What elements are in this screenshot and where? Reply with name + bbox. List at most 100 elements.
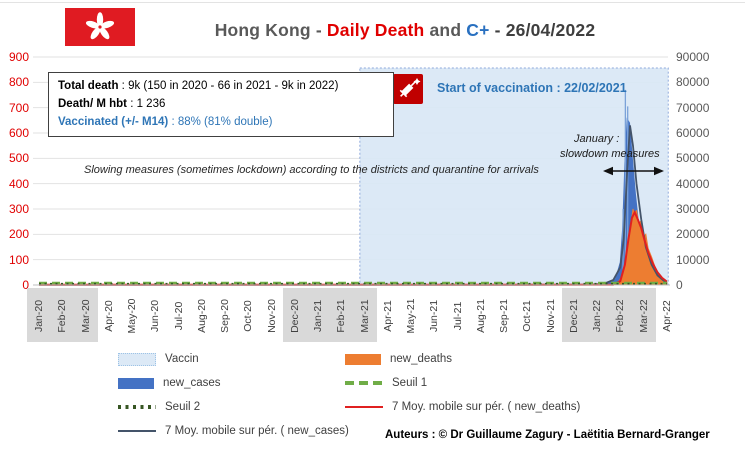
- x-tick-Jul-20: Jul-20: [172, 301, 185, 331]
- x-tick-Aug-21: Aug-21: [474, 299, 487, 333]
- right-tick-40000: 40000: [676, 176, 710, 191]
- slowdown-arrow-icon: [603, 166, 664, 176]
- right-tick-20000: 20000: [676, 227, 710, 242]
- left-tick-200: 200: [8, 227, 29, 242]
- left-tick-800: 800: [8, 75, 29, 90]
- authors-credit: Auteurs : © Dr Guillaume Zagury - Laëtit…: [385, 429, 710, 441]
- legend-item-new-cases: new_cases: [118, 375, 221, 391]
- total-death-label: Total death: [58, 80, 119, 92]
- title-prefix: Hong Kong -: [214, 20, 327, 40]
- january-note-line2: slowdown measures: [560, 148, 660, 160]
- x-tick-Sep-21: Sep-21: [498, 299, 510, 333]
- x-tick-Nov-21: Nov-21: [544, 299, 557, 333]
- death-per-m-label: Death/ M hbt: [58, 97, 127, 110]
- left-tick-700: 700: [8, 100, 29, 115]
- right-tick-90000: 90000: [676, 50, 710, 64]
- summary-info-box: Total death : 9k (150 in 2020 - 66 in 20…: [48, 72, 394, 138]
- legend-item-seuil2: Seuil 2: [118, 399, 200, 415]
- legend-label: new_cases: [163, 377, 221, 389]
- x-tick-Jan-21: Jan-21: [312, 299, 324, 333]
- new-cases-swatch-icon: [118, 377, 154, 389]
- death-per-m-line: Death/ M hbt : 1 236: [58, 96, 384, 114]
- x-tick-Apr-20: Apr-20: [102, 300, 115, 332]
- vaccinated-line: Vaccinated (+/- M14) : 88% (81% double): [58, 114, 384, 132]
- x-tick-Jan-22: Jan-22: [591, 299, 603, 333]
- vaccination-start-note: Start of vaccination : 22/02/2021: [437, 81, 627, 95]
- legend-label: Seuil 1: [392, 377, 428, 389]
- x-tick-Feb-21: Feb-21: [335, 299, 348, 333]
- legend-item-ma-cases: 7 Moy. mobile sur pér. ( new_cases): [118, 423, 349, 439]
- january-note-line1: January :: [574, 133, 620, 145]
- legend-label: 7 Moy. mobile sur pér. ( new_deaths): [392, 401, 581, 413]
- x-tick-Jan-20: Jan-20: [33, 299, 45, 333]
- sparkle-icon: [413, 78, 421, 85]
- legend-item-seuil1: Seuil 1: [345, 375, 427, 391]
- legend-label: Vaccin: [165, 353, 199, 365]
- right-tick-80000: 80000: [676, 75, 710, 90]
- title-and: and: [424, 20, 467, 40]
- top-divider: [0, 2, 745, 3]
- x-tick-Jun-20: Jun-20: [149, 299, 162, 333]
- vaccin-swatch-icon: [118, 352, 156, 366]
- x-tick-Dec-21: Dec-21: [567, 299, 580, 333]
- total-death-line: Total death : 9k (150 in 2020 - 66 in 20…: [58, 78, 384, 96]
- x-tick-Nov-20: Nov-20: [265, 299, 278, 333]
- left-tick-600: 600: [8, 126, 29, 140]
- x-tick-Oct-21: Oct-21: [521, 300, 534, 332]
- left-tick-500: 500: [8, 151, 29, 166]
- x-tick-Aug-20: Aug-20: [195, 299, 208, 333]
- legend-label: 7 Moy. mobile sur pér. ( new_cases): [165, 425, 349, 437]
- left-tick-400: 400: [8, 176, 29, 191]
- seuil1-swatch-icon: [345, 381, 383, 385]
- right-tick-10000: 10000: [676, 252, 710, 267]
- legend-item-ma-deaths: 7 Moy. mobile sur pér. ( new_deaths): [345, 399, 580, 415]
- right-tick-60000: 60000: [676, 126, 710, 140]
- vaccin-region: [359, 67, 669, 286]
- measures-highlight-band: [282, 288, 377, 342]
- measures-highlight-band: [561, 288, 656, 342]
- x-tick-Sep-20: Sep-20: [219, 299, 231, 333]
- x-tick-Oct-20: Oct-20: [242, 300, 255, 332]
- x-tick-Jun-21: Jun-21: [428, 299, 441, 333]
- measures-highlight-band: [27, 288, 98, 342]
- title-date: - 26/04/2022: [489, 20, 596, 40]
- left-tick-900: 900: [8, 50, 29, 64]
- left-tick-0: 0: [22, 278, 29, 292]
- legend-label: new_deaths: [390, 353, 453, 365]
- title-cplus: C+: [466, 20, 490, 40]
- right-tick-0: 0: [676, 278, 683, 292]
- page-title: Hong Kong - Daily Death and C+ - 26/04/2…: [105, 20, 705, 41]
- x-tick-Mar-22: Mar-22: [637, 299, 650, 333]
- x-tick-May-20: May-20: [126, 298, 138, 334]
- x-tick-Apr-21: Apr-21: [381, 300, 394, 332]
- x-tick-Jul-21: Jul-21: [451, 301, 464, 331]
- ma-deaths-swatch-icon: [345, 405, 383, 409]
- right-tick-50000: 50000: [676, 151, 710, 166]
- vaccinated-value: : 88% (81% double): [168, 115, 273, 128]
- x-tick-Feb-22: Feb-22: [614, 299, 627, 333]
- right-tick-30000: 30000: [676, 202, 710, 216]
- x-tick-Feb-20: Feb-20: [56, 299, 69, 333]
- right-tick-70000: 70000: [676, 100, 710, 115]
- legend-label: Seuil 2: [165, 401, 201, 413]
- legend-item-vaccin: Vaccin: [118, 351, 199, 367]
- legend-item-new-deaths: new_deaths: [345, 351, 452, 367]
- title-daily-death: Daily Death: [326, 20, 425, 40]
- ma-cases-swatch-icon: [118, 429, 156, 433]
- x-tick-Dec-20: Dec-20: [288, 299, 301, 333]
- new-deaths-swatch-icon: [345, 353, 381, 365]
- hong-kong-flag-icon: [65, 8, 135, 46]
- x-tick-Mar-21: Mar-21: [358, 299, 371, 333]
- syringe-icon: [393, 74, 423, 104]
- left-tick-300: 300: [8, 202, 29, 216]
- x-tick-Mar-20: Mar-20: [79, 299, 92, 333]
- vaccinated-label: Vaccinated (+/- M14): [58, 115, 169, 128]
- total-death-value: : 9k (150 in 2020 - 66 in 2021 - 9k in 2…: [118, 80, 339, 92]
- x-tick-Apr-22: Apr-22: [660, 300, 673, 332]
- slowing-measures-note: Slowing measures (sometimes lockdown) ac…: [84, 164, 539, 176]
- death-per-m-value: : 1 236: [127, 97, 166, 110]
- x-tick-May-21: May-21: [405, 298, 417, 334]
- seuil2-swatch-icon: [118, 405, 156, 409]
- left-tick-100: 100: [8, 252, 29, 267]
